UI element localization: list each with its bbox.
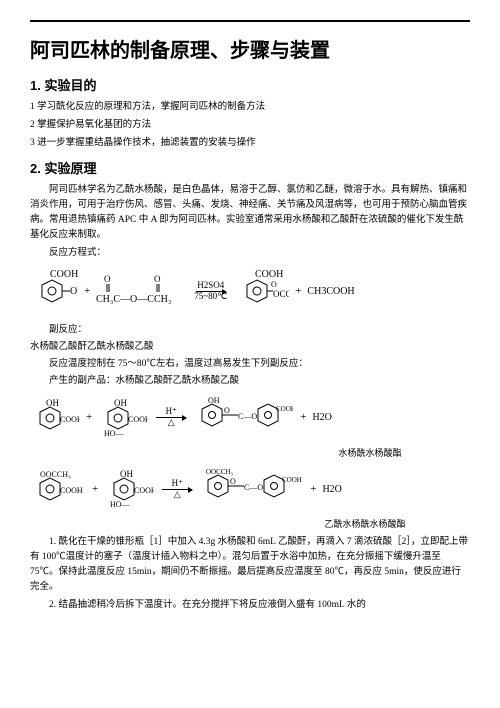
triangle-icon: △ <box>168 418 175 428</box>
procedure-step-2: 2. 结晶抽滤稍冷后拆下温度计。在充分搅拌下将反应液倒入盛有 100mL 水的 <box>30 598 470 613</box>
benzene-ring-icon: OHCOOH <box>30 398 80 438</box>
reaction-arrow: H2SO4 75~80℃ <box>194 281 227 302</box>
benzene-ring-icon: OH HO—COOH <box>104 469 154 509</box>
water-label: H2O <box>312 410 331 425</box>
procedure-step-1: 1. 酰化在干燥的锥形瓶［1］中加入 4.3g 水杨酸和 6mL 乙酸酐，再滴入… <box>30 535 470 596</box>
benzene-ring-icon: COOH OH <box>30 267 78 317</box>
svg-text:COOH: COOH <box>282 476 302 484</box>
svg-text:OH: OH <box>208 396 220 405</box>
intro-paragraph: 阿司匹林学名为乙酰水杨酸，是白色晶体，易溶于乙醇、氯仿和乙醚，微溶于水。具有解热… <box>30 183 470 244</box>
side-sub-1: 水杨酸乙酸酐乙酰水杨酸乙酸 <box>30 340 470 354</box>
side-reaction-1: OHCOOH + OHHO—COOH H⁺ △ OHOC—OCOOH + H2O <box>30 395 470 441</box>
svg-text:COOH: COOH <box>60 415 80 424</box>
svg-text:HO—: HO— <box>110 500 131 509</box>
svg-text:O: O <box>104 274 111 284</box>
cooh-label: COOH <box>50 269 78 280</box>
objective-1: 1 学习酰化反应的原理和方法，掌握阿司匹林的制备方法 <box>30 100 470 115</box>
svg-text:OH: OH <box>120 469 133 479</box>
condition-top: H⁺ <box>166 407 177 417</box>
svg-text:HO—: HO— <box>104 429 125 438</box>
condition-top: H2SO4 <box>197 281 224 291</box>
water-label: H2O <box>322 482 341 497</box>
plus-sign: + <box>92 481 98 498</box>
svg-text:O: O <box>271 280 277 289</box>
svg-text:COOH: COOH <box>255 269 283 280</box>
svg-text:OH: OH <box>70 286 78 297</box>
triangle-icon: △ <box>174 490 181 500</box>
section-2-heading: 2. 实验原理 <box>30 159 470 179</box>
product-name-1: 水杨酰水杨酸酯 <box>270 447 470 461</box>
side-reaction-label: 副反应： <box>30 323 470 337</box>
svg-text:OOCCH₃: OOCCH₃ <box>40 470 71 479</box>
svg-text:COOH: COOH <box>128 415 148 424</box>
main-reaction: COOH OH + O O CH₃C—O—CCH₃ H2SO4 75~80℃ COOH… <box>30 267 470 317</box>
side-sub-3: 产生的副产品：水杨酸乙酸酐乙酰水杨酸乙酸 <box>30 374 470 388</box>
section-1-heading: 1. 实验目的 <box>30 76 470 96</box>
reaction-label: 反应方程式： <box>30 246 470 260</box>
top-rule <box>30 20 470 22</box>
benzene-ring-icon: OOCCH₃ COOH <box>30 469 86 509</box>
product-name-2: 乙酰水杨酰水杨酸酯 <box>260 518 470 532</box>
side-sub-2: 反应温度控制在 75～80℃左右，温度过高易发生下列副反应： <box>30 357 470 371</box>
svg-text:OOCCH₃: OOCCH₃ <box>206 468 234 476</box>
plus-sign: + <box>310 481 316 498</box>
svg-text:O: O <box>154 274 161 284</box>
page-title: 阿司匹林的制备原理、步骤与装置 <box>30 36 470 66</box>
svg-text:COOH: COOH <box>134 486 154 495</box>
svg-text:COOH: COOH <box>60 486 83 495</box>
dimer-product: OH O C—O COOH <box>194 395 294 441</box>
svg-text:O: O <box>224 406 230 415</box>
benzene-ring-icon: OH HO—COOH <box>98 398 148 438</box>
dimer-product: OOCCH₃O C—O COOH <box>200 466 304 512</box>
acetic-anhydride: O O CH₃C—O—CCH₃ <box>96 272 186 312</box>
benzene-ring-icon: COOHOOCCH₃ <box>235 267 289 317</box>
acetic-acid-label: CH3COOH <box>307 284 354 299</box>
plus-sign: + <box>86 409 92 426</box>
svg-text:C—O: C—O <box>238 412 257 421</box>
reaction-arrow: H⁺ △ <box>156 407 186 428</box>
svg-text:CH₃C—O—CCH₃: CH₃C—O—CCH₃ <box>96 294 171 305</box>
svg-text:O: O <box>230 477 236 486</box>
plus-sign: + <box>295 283 301 300</box>
objective-3: 3 进一步掌握重结晶操作技术，抽滤装置的安装与操作 <box>30 136 470 151</box>
svg-text:OH: OH <box>46 398 59 408</box>
svg-text:COOH: COOH <box>276 405 294 413</box>
svg-text:OH: OH <box>114 398 127 408</box>
plus-sign: + <box>84 283 90 300</box>
side-reaction-2: OOCCH₃COOH + OHHO—COOH H⁺ △ OOCCH₃OC—OCO… <box>30 466 470 512</box>
svg-text:OCCH₃: OCCH₃ <box>273 289 289 299</box>
svg-text:C—O: C—O <box>244 483 263 492</box>
reaction-arrow: H⁺ △ <box>162 479 192 500</box>
plus-sign: + <box>300 409 306 426</box>
condition-top: H⁺ <box>172 479 183 489</box>
objective-2: 2 掌握保护易氧化基团的方法 <box>30 118 470 133</box>
